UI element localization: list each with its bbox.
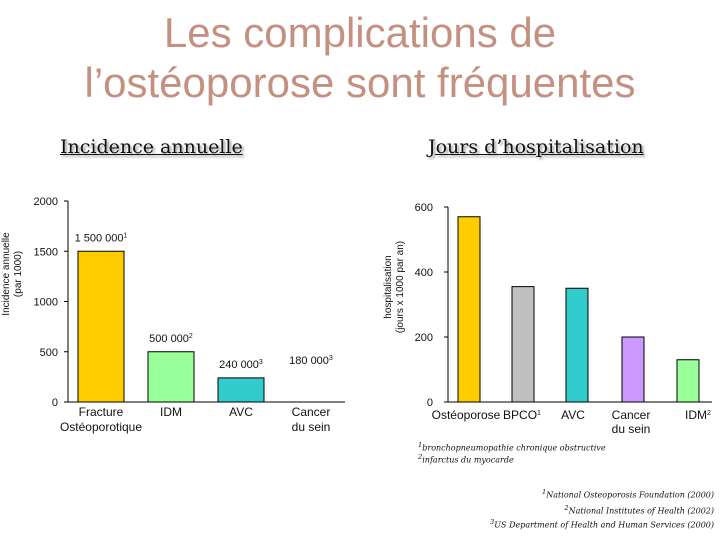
right-category-label-sup: 1 (537, 410, 541, 417)
right-category-label-2: du sein (612, 422, 651, 436)
right-category-label: Ostéoporose (432, 408, 501, 422)
left-chart-title: Incidence annuelle (60, 136, 243, 158)
left-category-label: Fracture (79, 405, 124, 419)
right-category-label: IDM2 (685, 408, 711, 422)
source-1: 1National Osteoporosis Foundation (2000) (542, 488, 714, 500)
left-category-label: AVC (229, 405, 253, 419)
right-bar (676, 359, 700, 403)
left-y-tick-label: 0 (52, 397, 58, 409)
right-y-axis-label: hospitalisation (383, 255, 394, 318)
left-y-axis-label: Incidence annuelle (1, 232, 12, 316)
right-category-label: BPCO1 (503, 408, 541, 422)
right-bar (457, 216, 481, 403)
right-category-label: Cancer (612, 408, 651, 422)
left-category-label: IDM (160, 405, 182, 419)
left-category-label-2: du sein (292, 420, 331, 434)
left-data-label-sup: 3 (329, 355, 333, 362)
left-bar (217, 377, 265, 403)
left-y-tick-label: 1000 (34, 297, 58, 309)
slide-title: Les complications de l’ostéoporose sont … (0, 8, 720, 108)
right-y-tick-label: 400 (415, 267, 433, 279)
right-chart-title: Jours d’hospitalisation (428, 136, 644, 158)
left-y-axis-label-unit: (par 1000) (13, 251, 24, 297)
left-data-label: 180 0003 (289, 355, 333, 367)
left-data-label: 500 0002 (149, 333, 193, 345)
source-2: 2National Institutes of Health (2002) (564, 504, 714, 516)
slide-title-line2: l’ostéoporose sont fréquentes (84, 59, 636, 106)
right-category-label: AVC (561, 408, 585, 422)
left-y-tick-label: 1500 (34, 246, 58, 258)
right-y-tick-label: 600 (415, 202, 433, 214)
left-data-label-sup: 1 (124, 232, 128, 239)
slide-title-line1: Les complications de (163, 9, 557, 56)
footnote-idm: 2infarctus du myocarde (418, 453, 514, 465)
right-y-tick-label: 0 (427, 397, 433, 409)
left-bar (77, 250, 125, 403)
left-data-label-sup: 2 (189, 333, 193, 340)
left-data-label: 240 0003 (219, 359, 263, 371)
right-y-tick-label: 200 (415, 332, 433, 344)
left-y-tick-label: 500 (40, 347, 58, 359)
left-y-tick-label: 2000 (34, 196, 58, 208)
right-bar (565, 287, 589, 403)
left-bar (147, 351, 195, 403)
left-category-label-2: Ostéoporotique (60, 420, 142, 434)
right-y-axis-label-unit: (jours x 1000 par an) (395, 241, 406, 333)
source-3: 3US Department of Health and Human Servi… (490, 518, 714, 530)
right-bar (621, 336, 645, 403)
right-category-label-sup: 2 (707, 410, 711, 417)
left-data-label: 1 500 0001 (75, 232, 128, 244)
left-data-label-sup: 3 (259, 359, 263, 366)
right-bar (511, 286, 535, 403)
left-category-label: Cancer (292, 405, 331, 419)
footnote-bpco: 1bronchopneumopathie chronique obstructi… (418, 441, 606, 453)
